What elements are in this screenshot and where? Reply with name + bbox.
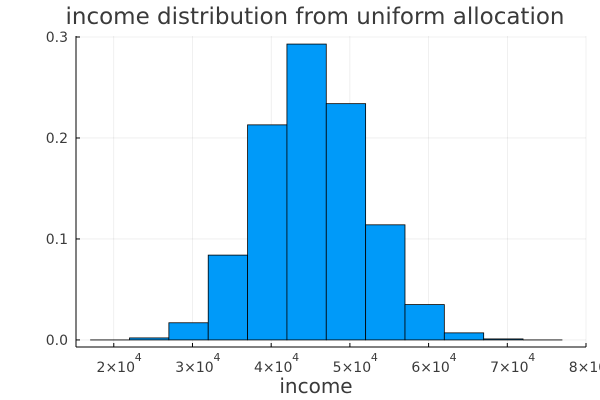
x-tick-label: 3×104 [175, 351, 220, 376]
histogram-bar [168, 322, 209, 341]
histogram-bar [129, 337, 170, 341]
bars-layer [90, 43, 563, 341]
histogram-bar [365, 224, 406, 341]
x-tick-label: 7×104 [490, 351, 535, 376]
x-tick-label: 2×104 [97, 351, 142, 376]
x-tick-label-exponent: 4 [135, 351, 142, 364]
histogram-bar [483, 338, 524, 341]
x-tick-label: 8×104 [569, 360, 600, 376]
ticks-layer: 0.00.10.20.32×1043×1044×1045×1046×1047×1… [46, 30, 600, 376]
histogram-bar [404, 304, 445, 341]
x-tick-label-base: 3×10 [175, 360, 213, 376]
x-tick-label-base: 7×10 [490, 360, 528, 376]
histogram-bar [443, 332, 485, 341]
x-tick-label-exponent: 4 [213, 351, 220, 364]
x-tick-label-base: 4×10 [254, 360, 292, 376]
x-tick-label-base: 5×10 [333, 360, 371, 376]
y-tick-label: 0.0 [46, 333, 68, 349]
x-tick-label-base: 2×10 [97, 360, 135, 376]
chart-title: income distribution from uniform allocat… [66, 4, 565, 30]
x-tick-label-base: 6×10 [411, 360, 449, 376]
y-tick-label: 0.2 [46, 131, 68, 147]
x-tick-label-exponent: 4 [292, 351, 299, 364]
x-tick-label-exponent: 4 [450, 351, 457, 364]
y-tick-label: 0.1 [46, 232, 68, 248]
x-tick-label: 4×104 [254, 351, 299, 376]
x-tick-label-exponent: 4 [528, 351, 535, 364]
x-axis-label: income [279, 374, 352, 398]
x-tick-label-base: 8×10 [569, 360, 600, 376]
histogram-bar [247, 124, 288, 341]
x-tick-label: 5×104 [333, 351, 378, 376]
histogram-bar [286, 43, 327, 341]
x-tick-label: 6×104 [411, 351, 456, 376]
histogram-bar [325, 103, 367, 341]
axes-layer [75, 36, 586, 348]
y-tick-label: 0.3 [46, 30, 68, 46]
histogram-bar [207, 254, 248, 341]
x-tick-label-exponent: 4 [371, 351, 378, 364]
